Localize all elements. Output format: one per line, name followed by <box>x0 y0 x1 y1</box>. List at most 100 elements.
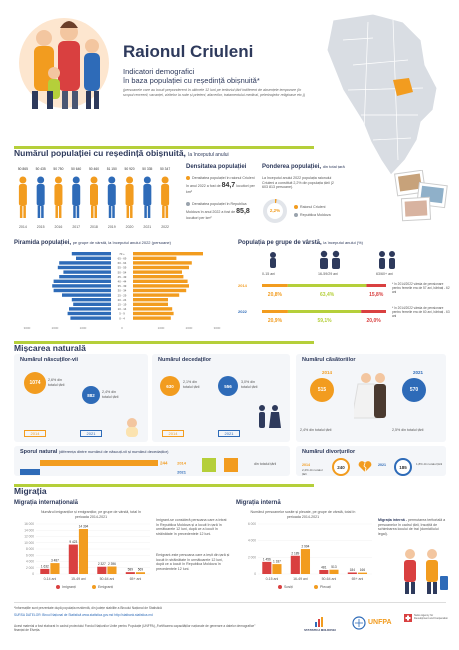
footer-line-1: *Informațiile sunt prezentate după popul… <box>14 606 162 610</box>
bar <box>347 572 357 574</box>
bar-label: 589 <box>128 568 134 572</box>
divorces-2021-value: 185 <box>394 458 412 476</box>
bar <box>272 564 282 574</box>
agegroups-title-sm: la începutul anului (%) <box>323 240 363 245</box>
pyramid-bar-women <box>133 293 180 297</box>
section-divider <box>14 146 314 149</box>
agegroup-bar <box>287 310 362 313</box>
person-icon <box>54 176 62 184</box>
agegroup-value: 59,1% <box>317 318 332 324</box>
y-tick-label: 4 000 <box>26 560 34 564</box>
agegroup-value: 20,9% <box>268 318 283 324</box>
population-year: 2019 <box>108 225 116 229</box>
person-icon-leg <box>165 206 169 218</box>
bar <box>135 572 146 574</box>
bar <box>357 572 368 574</box>
age-label-1: 0-15 ani <box>262 272 275 276</box>
age-note-1: * în 2014/2022 vârsta de pensionare pent… <box>392 282 450 295</box>
agegroup-bar <box>361 310 386 313</box>
person-icon-leg <box>76 206 80 218</box>
pyramid-age-label: 35 - 39 <box>118 284 127 288</box>
density-value-1: 84,7 <box>221 181 236 189</box>
divorces-2021-pct: 1,8% din totalul țării <box>416 462 443 466</box>
pyramid-bar-men <box>62 293 111 297</box>
marriages-2021-value: 570 <box>402 378 426 402</box>
footer-divider <box>14 602 446 603</box>
pyramid-chart: 70 +65 - 69 60 - 64 55 - 59 50 - 54 45 - 49 4… <box>14 250 230 336</box>
pyramid-title-text: Piramida populației, <box>14 240 72 246</box>
section-divider <box>14 484 314 487</box>
person-icon-body <box>107 184 116 206</box>
pyramid-bar-women <box>133 298 168 302</box>
bar <box>50 563 60 574</box>
pyramid-axis-tick: 2000 <box>186 326 193 330</box>
bar-label: 481 <box>321 565 327 569</box>
age-label-3: 63/60+ ani <box>376 272 393 276</box>
legend-swatch <box>92 585 96 589</box>
person-icon-leg <box>41 206 44 218</box>
pyramid-title: Piramida populației, pe grupe de vârstă,… <box>14 240 171 246</box>
person-icon-leg <box>144 206 147 218</box>
person-icon-leg <box>108 206 112 218</box>
births-year-2021: 2021 <box>80 430 102 437</box>
person-icon <box>108 176 116 184</box>
person-icon-leg <box>130 206 133 218</box>
marriages-2014-value: 515 <box>310 378 334 402</box>
population-value: 50 435 <box>36 167 46 171</box>
legend-criuleni-label: Raionul Criuleni <box>300 205 326 209</box>
legend-label: Emigranți <box>98 585 113 589</box>
person-icon-body <box>90 184 98 206</box>
x-tick-label: 65+ ani <box>352 577 364 581</box>
births-2014-value: 1074 <box>24 372 46 394</box>
population-year: 2016 <box>55 225 63 229</box>
divorces-title: Numărul divorțurilor <box>302 449 356 455</box>
bar <box>97 566 107 574</box>
intl-migration-chart: 16 000 14 000 12 000 10 000 8 000 6 000 4 000 2… <box>14 520 154 592</box>
pyramid-bar-men <box>53 288 111 293</box>
pyramid-age-label: 20 - 24 <box>118 298 127 302</box>
bar-label: 9 423 <box>69 540 77 544</box>
legend-label: Sosiți <box>284 585 293 589</box>
pyramid-bar-women <box>133 275 184 279</box>
pyramid-bar-women <box>133 316 171 320</box>
bar <box>262 561 272 574</box>
agegroup-year: 2022 <box>238 309 248 314</box>
bar <box>40 568 50 574</box>
person-icon-body <box>36 184 45 206</box>
growth-label: din totalul țării <box>254 462 277 466</box>
x-tick-label: 0-15 ani <box>266 577 279 581</box>
person-icon-leg <box>91 206 94 218</box>
pyramid-title-sm: pe grupe de vârstă, la începutul anului … <box>72 240 171 245</box>
person-icon-body <box>161 184 170 206</box>
broken-heart-icon <box>358 461 372 473</box>
y-tick-label: 2 000 <box>248 555 256 559</box>
births-year-2014: 2014 <box>24 430 46 437</box>
pyramid-bar-men <box>52 284 111 288</box>
agegroup-value: 20,8% <box>268 292 283 298</box>
int-migration-sub: Numărul persoanelor sosite și plecate, p… <box>250 510 356 519</box>
pyramid-axis-tick: 3000 <box>24 326 31 330</box>
growth-year: 2014 <box>177 461 187 466</box>
marriages-2021-year: 2021 <box>413 370 424 375</box>
person-icon-leg <box>58 206 62 218</box>
pyramid-axis-tick: 2000 <box>52 326 59 330</box>
population-value: 50 920 <box>125 167 135 171</box>
y-tick-label: 4 000 <box>248 539 256 543</box>
population-year: 2015 <box>37 225 45 229</box>
pyramid-bar-women <box>133 270 182 274</box>
statistica-logo: STATISTICA MOLDOVEI <box>300 616 340 634</box>
footer-line-3: Acest material a fost elaborat în cadrul… <box>14 624 256 633</box>
bar <box>78 529 89 574</box>
density-unit-1: locuitori per km² <box>186 183 255 194</box>
growth-title-text: Sporul natural <box>20 449 58 455</box>
bar-label: 14 394 <box>79 525 89 529</box>
person-icon-leg <box>73 206 76 218</box>
bar-label: 513 <box>331 565 337 569</box>
footer-line-2[interactable]: SURSA DATELOR: Biroul Național de Statis… <box>14 613 153 617</box>
divorces-2014-pct: 2,2% din totalul țării <box>302 468 323 476</box>
person-icon-leg <box>37 206 41 218</box>
y-tick-label: 2 000 <box>26 566 34 570</box>
header-note: (persoanele care au locuit preponderent … <box>123 88 306 97</box>
population-value: 50 750 <box>53 167 63 171</box>
swiss-logo-text: Swiss Agency for Development and Coopera… <box>414 614 448 620</box>
